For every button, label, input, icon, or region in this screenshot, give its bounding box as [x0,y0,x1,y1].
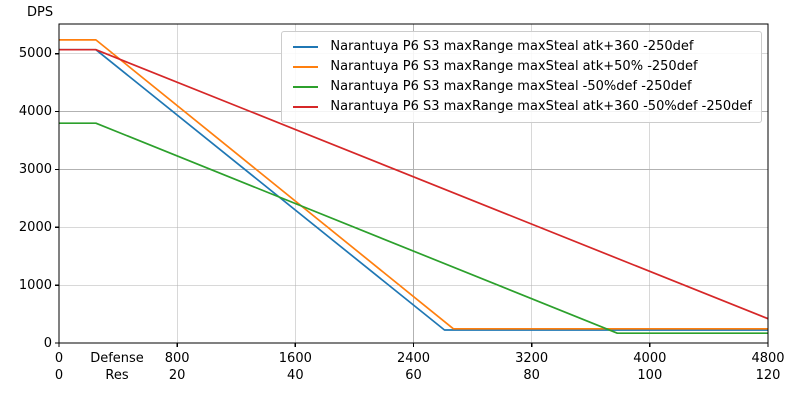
series-line [59,122,768,335]
legend-item: Narantuya P6 S3 maxRange maxSteal -50%de… [289,77,752,97]
x-tick-label: 3200 80 [515,351,549,383]
y-axis-title: DPS [27,5,54,20]
x-tick-label: 2400 60 [396,351,431,383]
y-tick-label: 5000 [18,46,52,62]
y-tick-label: 2000 [18,219,52,235]
legend-item-label: Narantuya P6 S3 maxRange maxSteal atk+36… [330,99,752,114]
x-tick-label: 4000 100 [633,351,667,383]
y-tick-label: 0 [43,335,52,351]
y-tick-label: 1000 [18,277,52,293]
x-axis-title-res: Res [105,368,129,383]
legend-item-label: Narantuya P6 S3 maxRange maxSteal atk+36… [330,39,694,54]
x-tick-label: 800 20 [164,351,190,383]
x-axis-title: Defense Res [90,350,144,384]
series-line [59,39,768,330]
legend-line-swatch [293,46,319,48]
legend-item-label: Narantuya P6 S3 maxRange maxSteal atk+50… [330,59,698,74]
legend-line-swatch [293,86,319,88]
legend-item-label: Narantuya P6 S3 maxRange maxSteal -50%de… [330,79,692,94]
legend-line-swatch [293,106,319,108]
x-tick-label: 4800 120 [751,351,785,383]
legend-line-swatch [293,66,319,68]
y-tick-label: 4000 [18,104,52,120]
x-axis-title-defense: Defense [90,351,144,366]
legend-item: Narantuya P6 S3 maxRange maxSteal atk+50… [289,57,752,77]
series-line [59,48,769,320]
x-tick-label: 0 0 [54,351,64,383]
legend: Narantuya P6 S3 maxRange maxSteal atk+36… [281,31,762,123]
y-tick-label: 3000 [18,161,52,177]
legend-item: Narantuya P6 S3 maxRange maxSteal atk+36… [289,37,752,57]
legend-item: Narantuya P6 S3 maxRange maxSteal atk+36… [289,97,752,117]
x-tick-label: 1600 40 [278,351,312,383]
